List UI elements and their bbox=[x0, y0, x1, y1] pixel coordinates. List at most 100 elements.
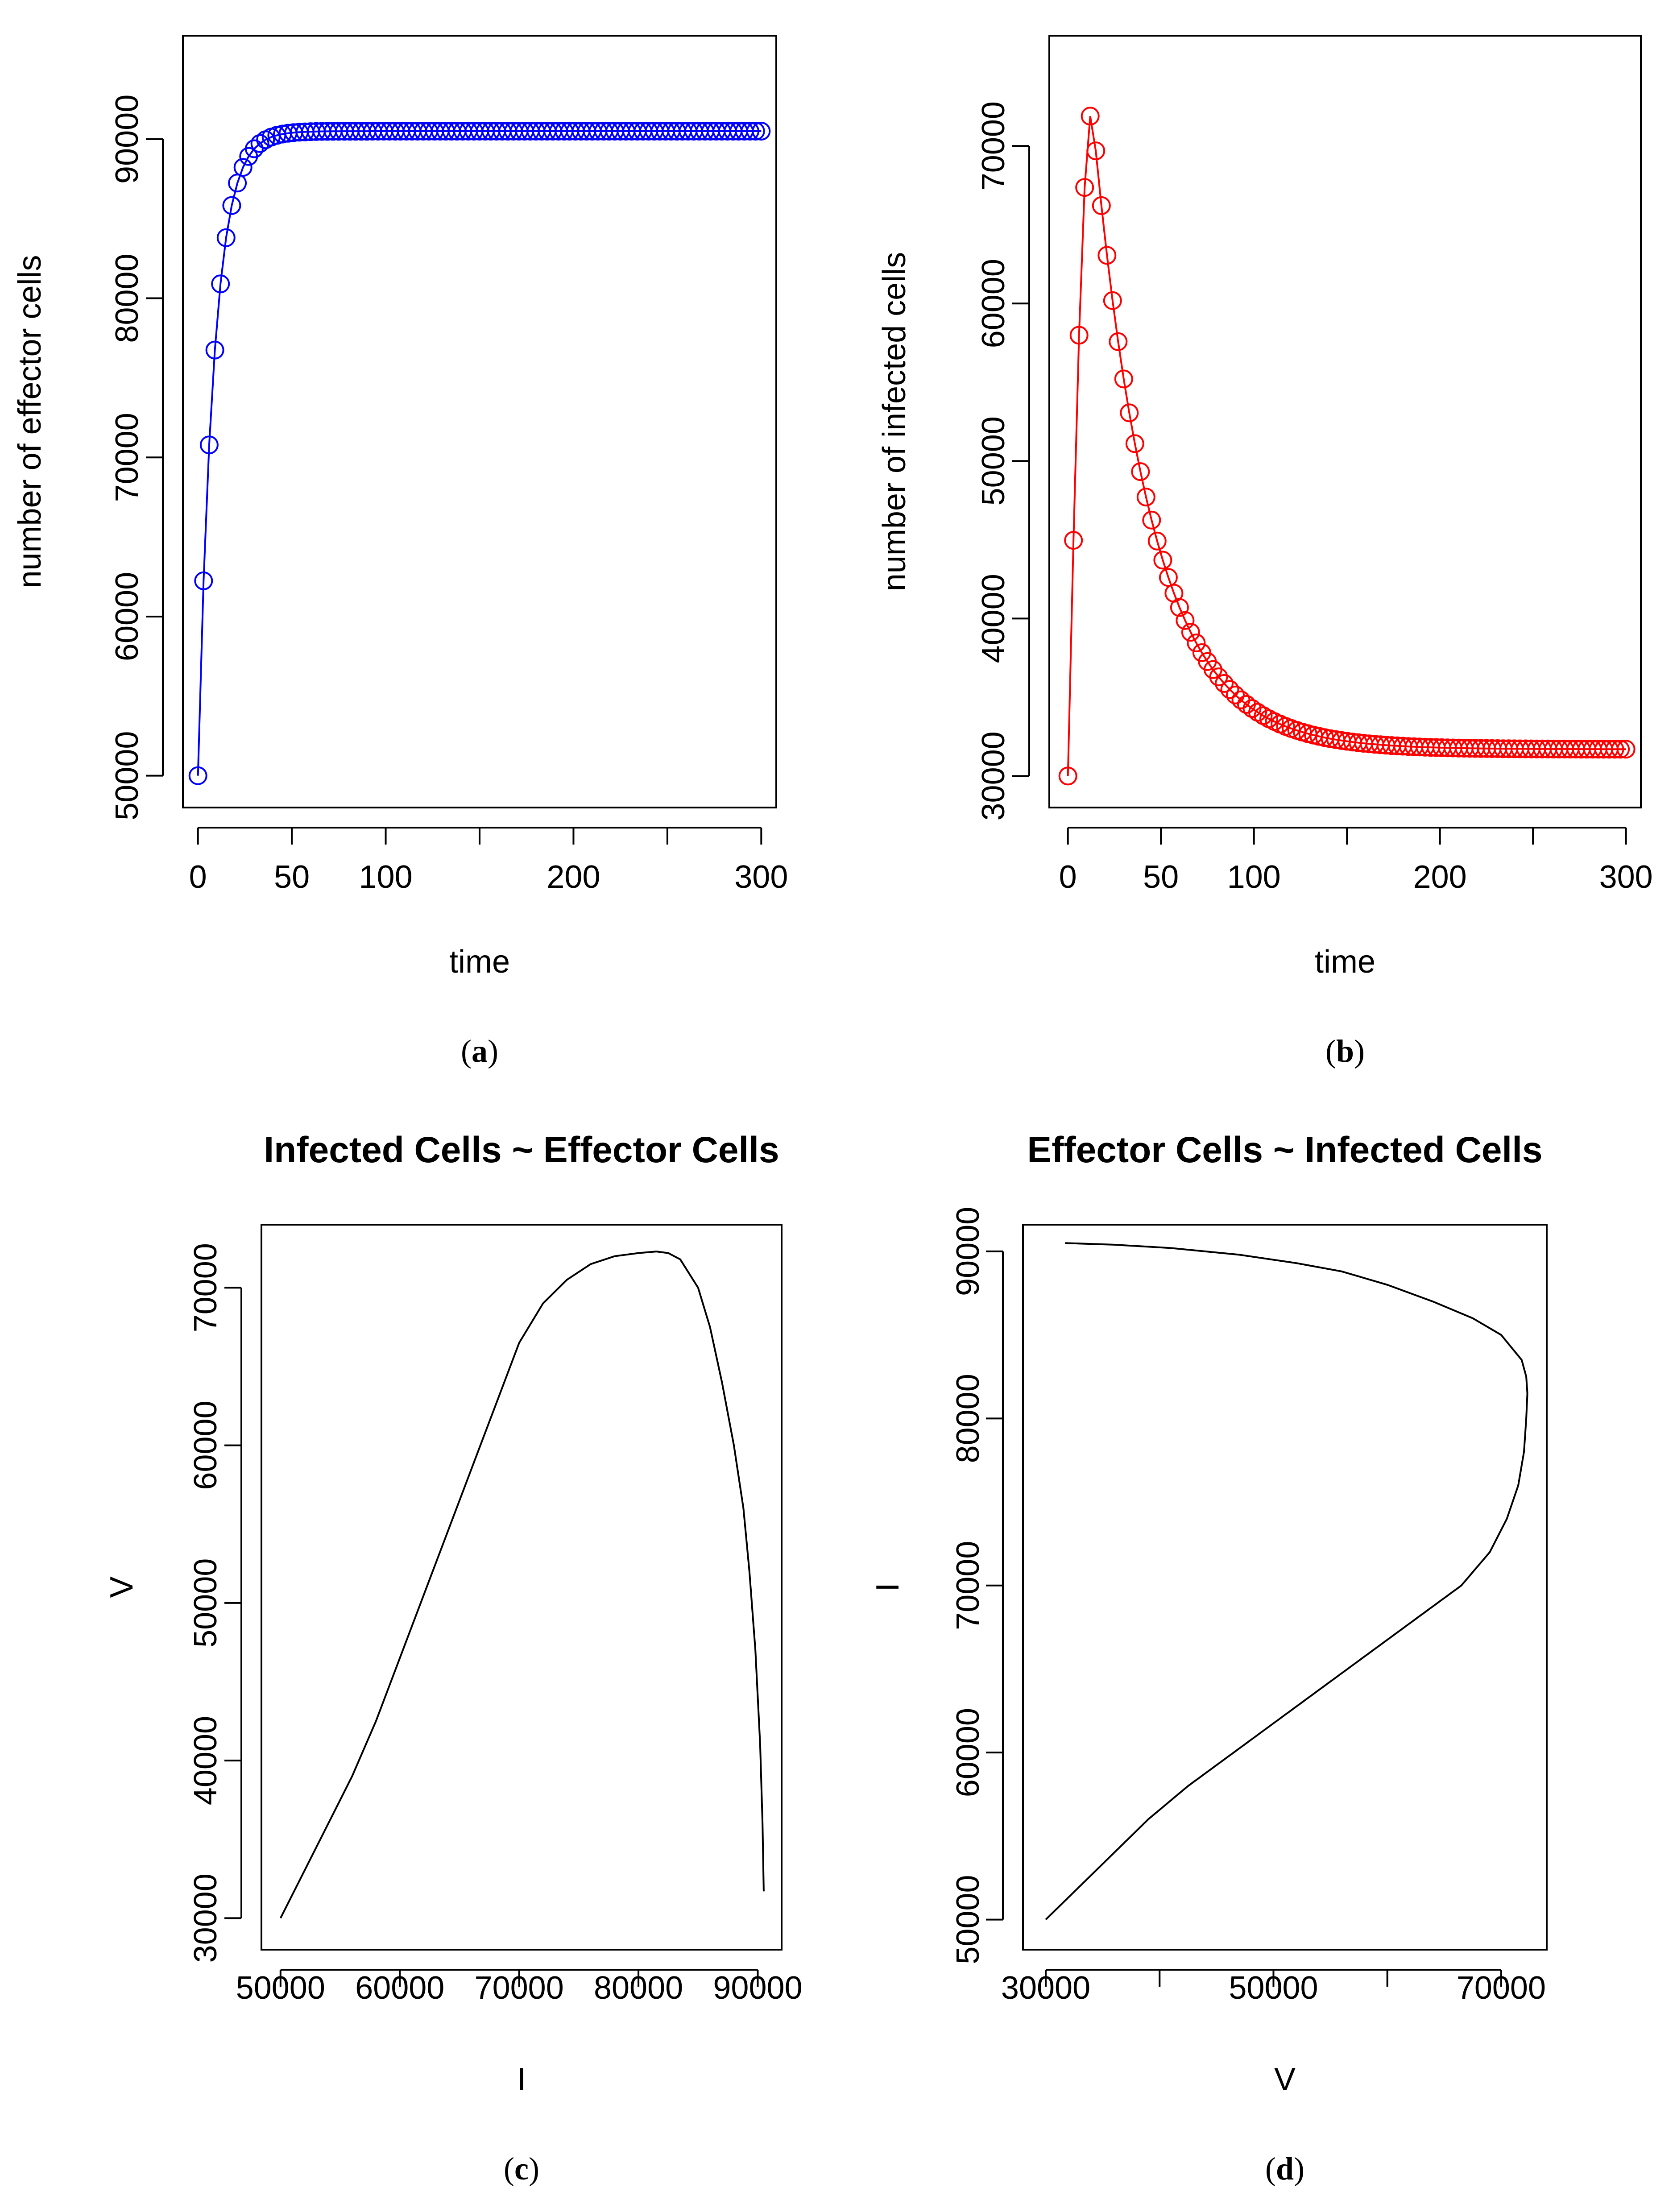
data-point bbox=[1086, 141, 1106, 161]
x-axis-label: V bbox=[1274, 2062, 1296, 2097]
x-tick-label: 100 bbox=[359, 859, 412, 895]
data-point bbox=[1176, 611, 1195, 630]
series-line bbox=[1045, 1242, 1528, 1921]
series-points bbox=[188, 122, 771, 785]
data-point bbox=[1109, 332, 1128, 351]
y-tick-label: 70000 bbox=[109, 413, 145, 502]
y-axis-label: V bbox=[104, 1576, 140, 1598]
data-point bbox=[233, 158, 253, 177]
data-point bbox=[746, 122, 765, 141]
y-tick-label: 50000 bbox=[188, 1558, 224, 1648]
y-tick-label: 30000 bbox=[976, 731, 1011, 820]
y-axis: 30000 40000 50000 60000 70000 bbox=[976, 101, 1030, 820]
data-point bbox=[1215, 674, 1234, 693]
series-line bbox=[197, 130, 762, 776]
data-point bbox=[1075, 178, 1094, 197]
caption-letter: b bbox=[1336, 1033, 1354, 1069]
panel-caption: (d) bbox=[1265, 2151, 1304, 2187]
data-point bbox=[199, 435, 219, 455]
data-point bbox=[1058, 766, 1077, 786]
caption-paren-close: ) bbox=[529, 2151, 539, 2187]
data-point bbox=[1147, 531, 1167, 551]
data-point bbox=[1187, 634, 1206, 653]
x-axis: 0 50 100 200 300 bbox=[189, 827, 788, 895]
plot-frame bbox=[1048, 35, 1642, 808]
y-tick-label: 60000 bbox=[976, 259, 1011, 348]
y-tick-label: 60000 bbox=[950, 1708, 986, 1797]
data-point bbox=[1220, 680, 1239, 699]
data-point bbox=[244, 139, 264, 158]
y-axis: 50000 60000 70000 80000 90000 bbox=[950, 1207, 1004, 1964]
x-tick-label: 200 bbox=[1413, 859, 1467, 895]
x-axis-label: time bbox=[1315, 944, 1375, 980]
data-point bbox=[194, 571, 213, 590]
y-axis-label: I bbox=[870, 1582, 906, 1591]
caption-paren-open: ( bbox=[1265, 2151, 1276, 2187]
data-point bbox=[188, 766, 207, 785]
caption-paren-open: ( bbox=[504, 2151, 514, 2187]
data-point bbox=[211, 274, 230, 294]
data-point bbox=[1136, 488, 1155, 507]
caption-paren-open: ( bbox=[461, 1033, 472, 1069]
data-point bbox=[1616, 740, 1636, 759]
y-tick-label: 70000 bbox=[950, 1541, 986, 1630]
x-tick-label: 50000 bbox=[236, 1970, 325, 2006]
x-tick-label: 90000 bbox=[713, 1970, 802, 2006]
x-tick-label: 60000 bbox=[355, 1970, 444, 2006]
x-tick-label: 300 bbox=[1599, 859, 1653, 895]
x-tick-label: 100 bbox=[1227, 859, 1281, 895]
series-line bbox=[1067, 116, 1626, 776]
series-line bbox=[280, 1251, 765, 1919]
data-point bbox=[1131, 462, 1150, 481]
data-point bbox=[1605, 740, 1624, 759]
y-axis: 50000 60000 70000 80000 90000 bbox=[109, 95, 164, 820]
y-tick-label: 80000 bbox=[950, 1374, 986, 1463]
x-tick-label: 50 bbox=[1143, 859, 1179, 895]
caption-paren-close: ) bbox=[488, 1033, 498, 1069]
y-tick-label: 80000 bbox=[109, 253, 145, 343]
data-point bbox=[1142, 510, 1161, 530]
data-point bbox=[1248, 703, 1267, 722]
panel-caption: (b) bbox=[1325, 1033, 1365, 1069]
data-point bbox=[1081, 107, 1100, 126]
plot-frame bbox=[182, 35, 777, 808]
y-tick-label: 90000 bbox=[109, 95, 145, 184]
data-point bbox=[1097, 246, 1117, 265]
x-tick-label: 0 bbox=[189, 859, 207, 895]
chart-title: Infected Cells ~ Effector Cells bbox=[264, 1130, 779, 1170]
y-tick-label: 50000 bbox=[109, 731, 145, 820]
x-tick-label: 70000 bbox=[1457, 1970, 1546, 2006]
x-tick-label: 80000 bbox=[594, 1970, 683, 2006]
data-point bbox=[1611, 740, 1630, 759]
caption-letter: a bbox=[472, 1033, 488, 1069]
data-point bbox=[216, 228, 236, 247]
y-tick-label: 40000 bbox=[188, 1716, 224, 1805]
chart-title: Effector Cells ~ Infected Cells bbox=[1027, 1130, 1542, 1170]
y-tick-label: 70000 bbox=[976, 101, 1011, 191]
data-point bbox=[222, 196, 241, 215]
panel-d: 30000 50000 70000 50000 60000 70000 80000 90000… bbox=[870, 1130, 1548, 2187]
caption-paren-close: ) bbox=[1354, 1033, 1365, 1069]
plot-frame bbox=[261, 1224, 783, 1951]
caption-paren-open: ( bbox=[1325, 1033, 1336, 1069]
x-axis: 0 50 100 200 300 bbox=[1059, 827, 1653, 895]
series-points bbox=[1058, 107, 1636, 786]
data-point bbox=[1114, 369, 1133, 389]
y-axis: 30000 40000 50000 60000 70000 bbox=[188, 1243, 242, 1963]
y-axis-label: number of effector cells bbox=[12, 255, 48, 588]
data-point bbox=[1209, 667, 1228, 687]
x-tick-label: 70000 bbox=[475, 1970, 564, 2006]
caption-letter: c bbox=[514, 2151, 529, 2187]
y-tick-label: 40000 bbox=[976, 574, 1011, 663]
y-tick-label: 70000 bbox=[188, 1243, 224, 1332]
data-point bbox=[741, 122, 760, 141]
y-tick-label: 60000 bbox=[188, 1400, 224, 1490]
data-point bbox=[1069, 326, 1089, 345]
x-axis: 50000 60000 70000 80000 90000 bbox=[236, 1969, 803, 2006]
y-tick-label: 50000 bbox=[976, 416, 1011, 505]
data-point bbox=[1092, 196, 1111, 215]
data-point bbox=[1125, 434, 1144, 453]
x-tick-label: 30000 bbox=[1001, 1970, 1090, 2006]
y-tick-label: 30000 bbox=[188, 1873, 224, 1963]
